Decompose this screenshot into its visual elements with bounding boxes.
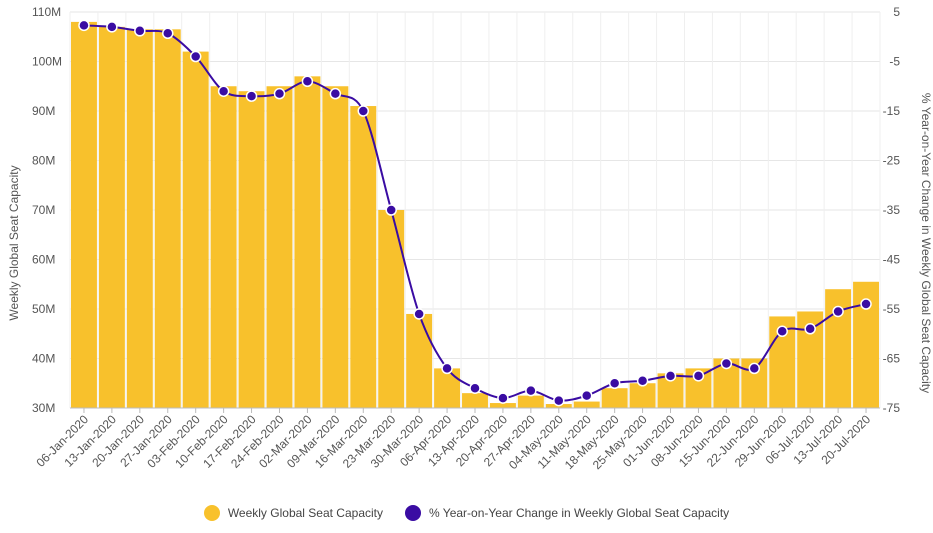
bar	[462, 393, 488, 408]
y-tick-label-left: 70M	[32, 203, 55, 217]
bar	[434, 368, 461, 408]
y-tick-label-right: -45	[883, 253, 901, 267]
line-point	[413, 308, 425, 320]
bar	[182, 51, 209, 408]
line-point	[441, 362, 453, 375]
line-point	[245, 90, 258, 102]
bar	[294, 76, 321, 408]
y-tick-label-left: 50M	[32, 302, 55, 316]
line-point	[273, 87, 286, 100]
bar	[98, 26, 125, 408]
right-axis: -75-65-55-45-35-25-15-55	[883, 5, 901, 415]
line-point	[301, 75, 314, 88]
line-point	[804, 323, 816, 335]
line-point	[162, 27, 174, 40]
line-point	[106, 21, 118, 33]
legend-label-bars: Weekly Global Seat Capacity	[227, 506, 383, 520]
line-point	[636, 375, 649, 387]
legend-item-bars[interactable]: Weekly Global Seat Capacity	[203, 505, 383, 521]
line-point	[720, 357, 733, 370]
bar	[71, 21, 97, 409]
line-point	[832, 305, 844, 318]
line-point	[748, 362, 761, 375]
y-tick-label-left: 60M	[32, 253, 55, 267]
line-point	[692, 370, 705, 382]
bar	[154, 29, 181, 408]
x-axis: 06-Jan-202013-Jan-202020-Jan-202027-Jan-…	[34, 407, 880, 472]
bar	[489, 403, 516, 408]
line-point	[497, 392, 509, 404]
bar	[238, 91, 265, 408]
legend-swatch-bars	[203, 505, 220, 521]
line-point	[525, 384, 537, 397]
line-point	[580, 389, 593, 402]
bar	[517, 395, 544, 408]
y-tick-label-left: 100M	[32, 55, 62, 69]
left-axis: 30M 40M 50M 60M 70M 80M 90M 100M 110M	[32, 5, 62, 415]
y-tick-label-left: 110M	[32, 5, 61, 19]
bar	[210, 86, 237, 408]
bar	[322, 86, 349, 408]
line-point	[860, 298, 872, 310]
line-point	[357, 105, 370, 117]
y-axis-title-left: Weekly Global Seat Capacity	[7, 165, 21, 320]
y-tick-label-right: 5	[893, 5, 900, 19]
line-point	[664, 370, 677, 382]
y-tick-label-right: -5	[889, 55, 900, 69]
line-point	[385, 204, 397, 216]
bar	[406, 313, 433, 408]
y-tick-label-right: -15	[883, 104, 901, 118]
line-point	[469, 382, 481, 394]
bar	[126, 29, 153, 408]
y-tick-label-right: -35	[883, 203, 901, 217]
y-tick-label-right: -25	[883, 154, 901, 168]
y-tick-label-left: 90M	[32, 104, 55, 118]
bar	[573, 401, 600, 408]
y-tick-label-right: -65	[883, 352, 901, 366]
line-point	[189, 50, 202, 63]
bar	[266, 86, 293, 408]
y-tick-label-right: -75	[883, 401, 901, 415]
line-point	[776, 325, 788, 338]
y-tick-label-right: -55	[883, 302, 901, 316]
line-point	[329, 87, 342, 100]
bar-series	[71, 21, 879, 409]
line-point	[217, 85, 230, 97]
line-point	[78, 19, 90, 32]
y-tick-label-left: 40M	[32, 352, 55, 366]
legend-label-line: % Year-on-Year Change in Weekly Global S…	[429, 506, 730, 520]
y-tick-label-left: 80M	[32, 154, 55, 168]
bar	[601, 388, 628, 408]
line-point	[134, 25, 146, 37]
legend: Weekly Global Seat Capacity % Year-on-Ye…	[0, 505, 933, 521]
bar	[350, 106, 377, 409]
line-series	[78, 19, 872, 407]
bar	[378, 210, 405, 408]
line-point	[608, 377, 621, 389]
y-tick-label-left: 30M	[32, 401, 55, 415]
line-point	[553, 394, 565, 407]
y-axis-title-right: % Year-on-Year Change in Weekly Global S…	[919, 93, 933, 393]
bar	[629, 383, 656, 408]
legend-swatch-line	[405, 505, 421, 521]
legend-item-line[interactable]: % Year-on-Year Change in Weekly Global S…	[405, 505, 729, 521]
